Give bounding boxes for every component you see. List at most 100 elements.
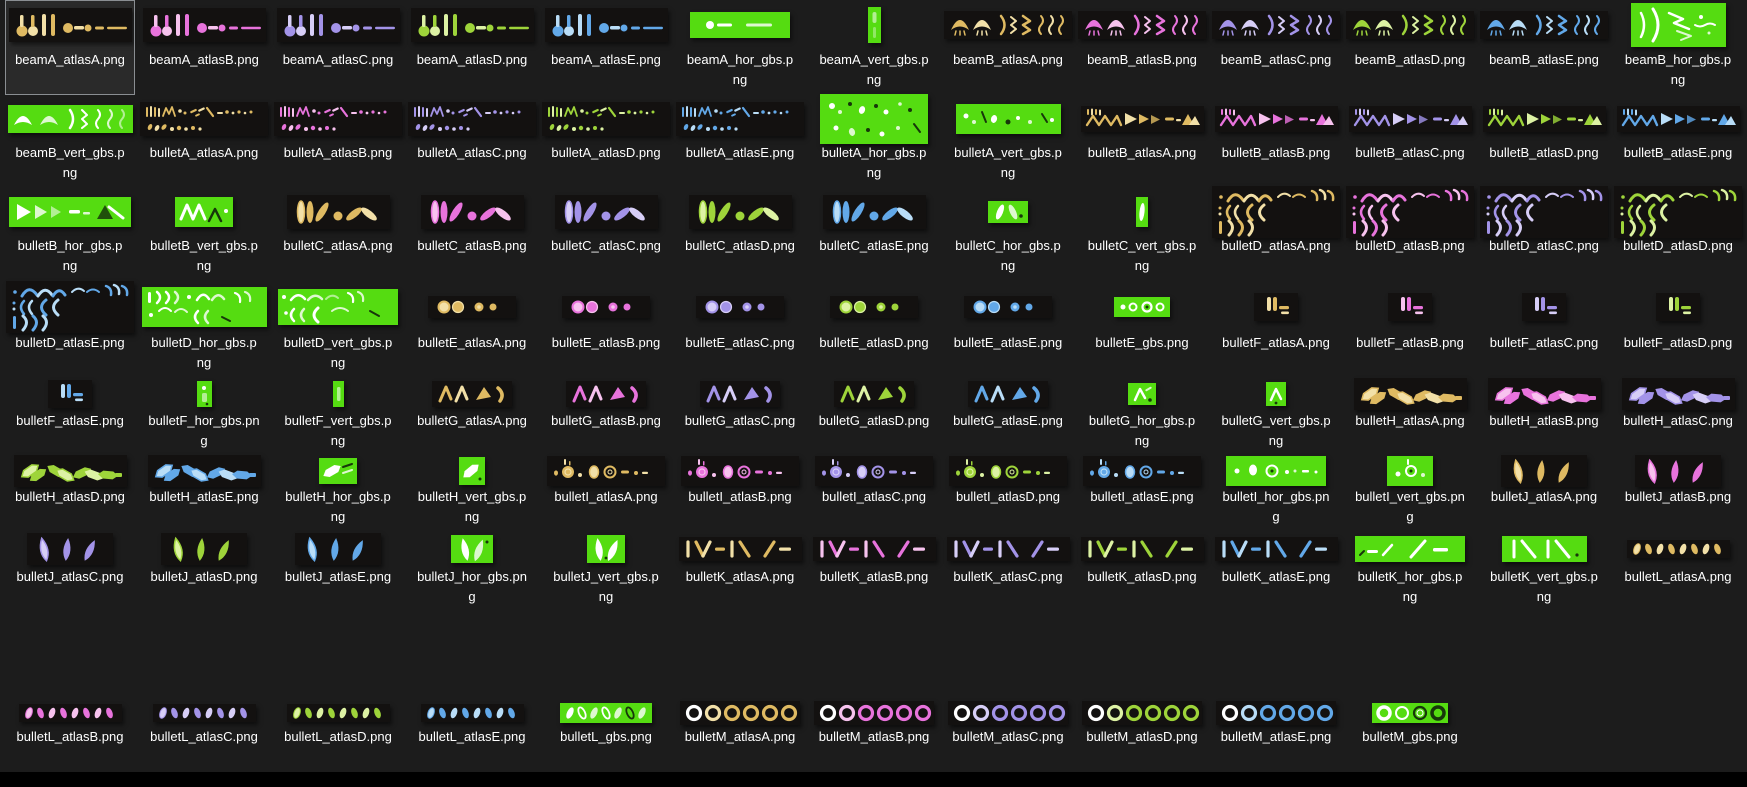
file-item[interactable]: bulletJ_atlasA.png bbox=[1479, 455, 1609, 532]
file-item[interactable]: bulletD_atlasE.png bbox=[5, 280, 135, 378]
file-item[interactable]: bulletC_hor_gbs.png bbox=[943, 188, 1073, 281]
file-item[interactable]: bulletF_atlasB.png bbox=[1345, 281, 1475, 378]
file-item[interactable]: bulletG_atlasB.png bbox=[541, 378, 671, 456]
file-item[interactable]: bulletE_gbs.png bbox=[1077, 281, 1207, 378]
file-item[interactable]: bulletI_hor_gbs.png bbox=[1211, 456, 1341, 532]
file-item[interactable]: bulletG_atlasA.png bbox=[407, 378, 537, 456]
file-item[interactable]: bulletK_atlasE.png bbox=[1211, 532, 1341, 612]
file-item[interactable]: bulletB_atlasD.png bbox=[1479, 95, 1609, 188]
file-item[interactable]: bulletM_atlasC.png bbox=[943, 700, 1073, 772]
file-item[interactable]: bulletC_atlasC.png bbox=[541, 188, 671, 281]
file-item[interactable]: bulletM_atlasE.png bbox=[1211, 700, 1341, 772]
file-item[interactable]: bulletD_atlasA.png bbox=[1211, 185, 1341, 281]
file-item[interactable]: beamA_atlasE.png bbox=[541, 0, 671, 95]
file-item[interactable]: bulletB_vert_gbs.png bbox=[139, 188, 269, 281]
file-item[interactable]: bulletC_atlasD.png bbox=[675, 188, 805, 281]
file-item[interactable]: bulletA_atlasB.png bbox=[273, 95, 403, 188]
file-item[interactable]: bulletF_atlasD.png bbox=[1613, 281, 1743, 378]
file-item[interactable]: bulletH_atlasA.png bbox=[1345, 378, 1475, 456]
file-item[interactable]: bulletB_atlasC.png bbox=[1345, 95, 1475, 188]
file-item[interactable]: bulletH_atlasD.png bbox=[5, 455, 135, 532]
file-item[interactable]: bulletK_hor_gbs.png bbox=[1345, 532, 1475, 612]
file-item[interactable]: bulletK_atlasB.png bbox=[809, 532, 939, 612]
file-item[interactable]: bulletH_atlasC.png bbox=[1613, 378, 1743, 456]
file-item[interactable]: beamB_atlasB.png bbox=[1077, 0, 1207, 95]
file-item[interactable]: beamB_hor_gbs.png bbox=[1613, 0, 1743, 95]
file-item[interactable]: bulletL_atlasA.png bbox=[1613, 532, 1743, 612]
file-item[interactable]: bulletF_atlasA.png bbox=[1211, 281, 1341, 378]
file-item[interactable]: beamA_atlasA.png bbox=[5, 0, 135, 95]
file-item[interactable]: beamA_vert_gbs.png bbox=[809, 0, 939, 95]
file-item[interactable]: bulletG_atlasC.png bbox=[675, 378, 805, 456]
file-item[interactable]: beamB_atlasA.png bbox=[943, 0, 1073, 95]
file-item[interactable]: beamB_vert_gbs.png bbox=[5, 95, 135, 188]
file-item[interactable]: bulletI_atlasA.png bbox=[541, 456, 671, 532]
file-item[interactable]: bulletE_atlasA.png bbox=[407, 281, 537, 378]
file-item[interactable]: beamA_atlasB.png bbox=[139, 0, 269, 95]
file-item[interactable]: beamA_hor_gbs.png bbox=[675, 0, 805, 95]
file-item[interactable]: beamA_atlasD.png bbox=[407, 0, 537, 95]
file-item[interactable]: bulletF_vert_gbs.png bbox=[273, 378, 403, 456]
file-item[interactable]: bulletJ_atlasE.png bbox=[273, 532, 403, 612]
file-item[interactable]: bulletD_hor_gbs.png bbox=[139, 281, 269, 378]
file-item[interactable]: bulletJ_vert_gbs.png bbox=[541, 532, 671, 612]
file-item[interactable]: beamB_atlasE.png bbox=[1479, 0, 1609, 95]
file-item[interactable]: bulletA_atlasC.png bbox=[407, 95, 537, 188]
file-item[interactable]: bulletL_atlasC.png bbox=[139, 700, 269, 772]
file-item[interactable]: bulletK_atlasD.png bbox=[1077, 532, 1207, 612]
file-item[interactable]: bulletA_hor_gbs.png bbox=[809, 93, 939, 188]
file-item[interactable]: bulletI_atlasE.png bbox=[1077, 456, 1207, 532]
file-item[interactable]: bulletH_vert_gbs.png bbox=[407, 456, 537, 532]
file-item[interactable]: bulletK_atlasA.png bbox=[675, 532, 805, 612]
file-item[interactable]: bulletB_hor_gbs.png bbox=[5, 188, 135, 281]
file-item[interactable]: bulletK_vert_gbs.png bbox=[1479, 532, 1609, 612]
file-item[interactable]: bulletL_gbs.png bbox=[541, 700, 671, 772]
file-item[interactable]: bulletA_vert_gbs.png bbox=[943, 95, 1073, 188]
file-item[interactable]: bulletL_atlasE.png bbox=[407, 700, 537, 772]
file-item[interactable]: bulletK_atlasC.png bbox=[943, 532, 1073, 612]
file-item[interactable]: bulletI_atlasD.png bbox=[943, 456, 1073, 532]
file-item[interactable]: bulletB_atlasA.png bbox=[1077, 95, 1207, 188]
file-item[interactable]: bulletE_atlasE.png bbox=[943, 281, 1073, 378]
file-item[interactable]: bulletE_atlasC.png bbox=[675, 281, 805, 378]
file-item[interactable]: bulletJ_hor_gbs.png bbox=[407, 532, 537, 612]
file-item[interactable]: bulletA_atlasA.png bbox=[139, 95, 269, 188]
file-item[interactable]: bulletF_atlasC.png bbox=[1479, 281, 1609, 378]
file-item[interactable]: bulletM_atlasA.png bbox=[675, 700, 805, 772]
file-item[interactable]: bulletE_atlasD.png bbox=[809, 281, 939, 378]
file-item[interactable]: bulletE_atlasB.png bbox=[541, 281, 671, 378]
file-item[interactable]: bulletI_atlasB.png bbox=[675, 456, 805, 532]
file-item[interactable]: bulletI_vert_gbs.png bbox=[1345, 456, 1475, 532]
file-item[interactable]: bulletM_atlasD.png bbox=[1077, 700, 1207, 772]
file-item[interactable]: bulletG_hor_gbs.png bbox=[1077, 378, 1207, 456]
file-item[interactable]: bulletM_atlasB.png bbox=[809, 700, 939, 772]
file-item[interactable]: beamB_atlasC.png bbox=[1211, 0, 1341, 95]
file-item[interactable]: bulletD_atlasB.png bbox=[1345, 185, 1475, 281]
file-item[interactable]: bulletF_hor_gbs.png bbox=[139, 378, 269, 456]
file-item[interactable]: bulletD_atlasD.png bbox=[1613, 185, 1743, 281]
file-item[interactable]: bulletF_atlasE.png bbox=[5, 378, 135, 456]
file-item[interactable]: bulletG_vert_gbs.png bbox=[1211, 378, 1341, 456]
file-item[interactable]: bulletD_atlasC.png bbox=[1479, 185, 1609, 281]
file-item[interactable]: bulletD_vert_gbs.png bbox=[273, 281, 403, 378]
file-item[interactable]: beamB_atlasD.png bbox=[1345, 0, 1475, 95]
file-item[interactable]: bulletL_atlasB.png bbox=[5, 700, 135, 772]
file-item[interactable]: bulletH_atlasE.png bbox=[139, 455, 269, 532]
file-item[interactable]: bulletJ_atlasC.png bbox=[5, 532, 135, 612]
file-item[interactable]: bulletB_atlasE.png bbox=[1613, 95, 1743, 188]
file-item[interactable]: bulletA_atlasE.png bbox=[675, 95, 805, 188]
file-item[interactable]: bulletJ_atlasB.png bbox=[1613, 455, 1743, 532]
file-item[interactable]: bulletG_atlasD.png bbox=[809, 378, 939, 456]
file-item[interactable]: bulletC_vert_gbs.png bbox=[1077, 188, 1207, 281]
file-item[interactable]: bulletG_atlasE.png bbox=[943, 378, 1073, 456]
file-item[interactable]: bulletB_atlasB.png bbox=[1211, 95, 1341, 188]
file-item[interactable]: beamA_atlasC.png bbox=[273, 0, 403, 95]
file-item[interactable]: bulletM_gbs.png bbox=[1345, 700, 1475, 772]
file-item[interactable]: bulletC_atlasE.png bbox=[809, 188, 939, 281]
file-item[interactable]: bulletI_atlasC.png bbox=[809, 456, 939, 532]
file-item[interactable]: bulletH_hor_gbs.png bbox=[273, 456, 403, 532]
file-item[interactable]: bulletJ_atlasD.png bbox=[139, 532, 269, 612]
file-item[interactable]: bulletC_atlasB.png bbox=[407, 188, 537, 281]
file-item[interactable]: bulletA_atlasD.png bbox=[541, 95, 671, 188]
file-item[interactable]: bulletC_atlasA.png bbox=[273, 188, 403, 281]
